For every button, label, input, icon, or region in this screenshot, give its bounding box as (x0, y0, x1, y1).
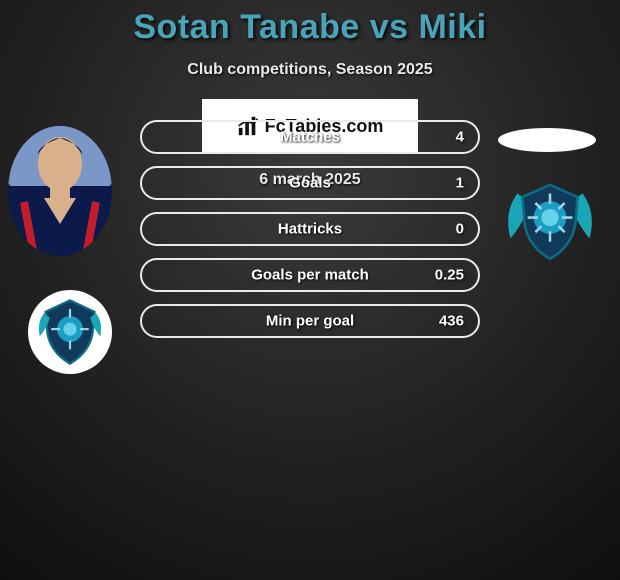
page-title: Sotan Tanabe vs Miki (0, 0, 620, 47)
stat-bars: Matches 4 Goals 1 Hattricks 0 Goals per … (140, 120, 480, 350)
stat-bar-hattricks: Hattricks 0 (140, 212, 480, 246)
stat-label: Goals (289, 175, 331, 192)
stat-bar-matches: Matches 4 (140, 120, 480, 154)
club-crest-right (500, 178, 600, 264)
stat-bar-min-per-goal: Min per goal 436 (140, 304, 480, 338)
stat-value: 4 (456, 129, 464, 146)
player-photo-right-blank (498, 128, 596, 152)
stat-value: 436 (439, 313, 464, 330)
stat-bar-goals-per-match: Goals per match 0.25 (140, 258, 480, 292)
stat-value: 0.25 (435, 267, 464, 284)
player-photo-left (8, 126, 112, 256)
stat-value: 1 (456, 175, 464, 192)
stat-value: 0 (456, 221, 464, 238)
stat-label: Hattricks (278, 221, 342, 238)
club-crest-left (28, 290, 112, 374)
page-subtitle: Club competitions, Season 2025 (0, 61, 620, 79)
stat-label: Goals per match (251, 267, 369, 284)
stat-label: Min per goal (266, 313, 354, 330)
stat-bar-goals: Goals 1 (140, 166, 480, 200)
stat-label: Matches (280, 129, 340, 146)
